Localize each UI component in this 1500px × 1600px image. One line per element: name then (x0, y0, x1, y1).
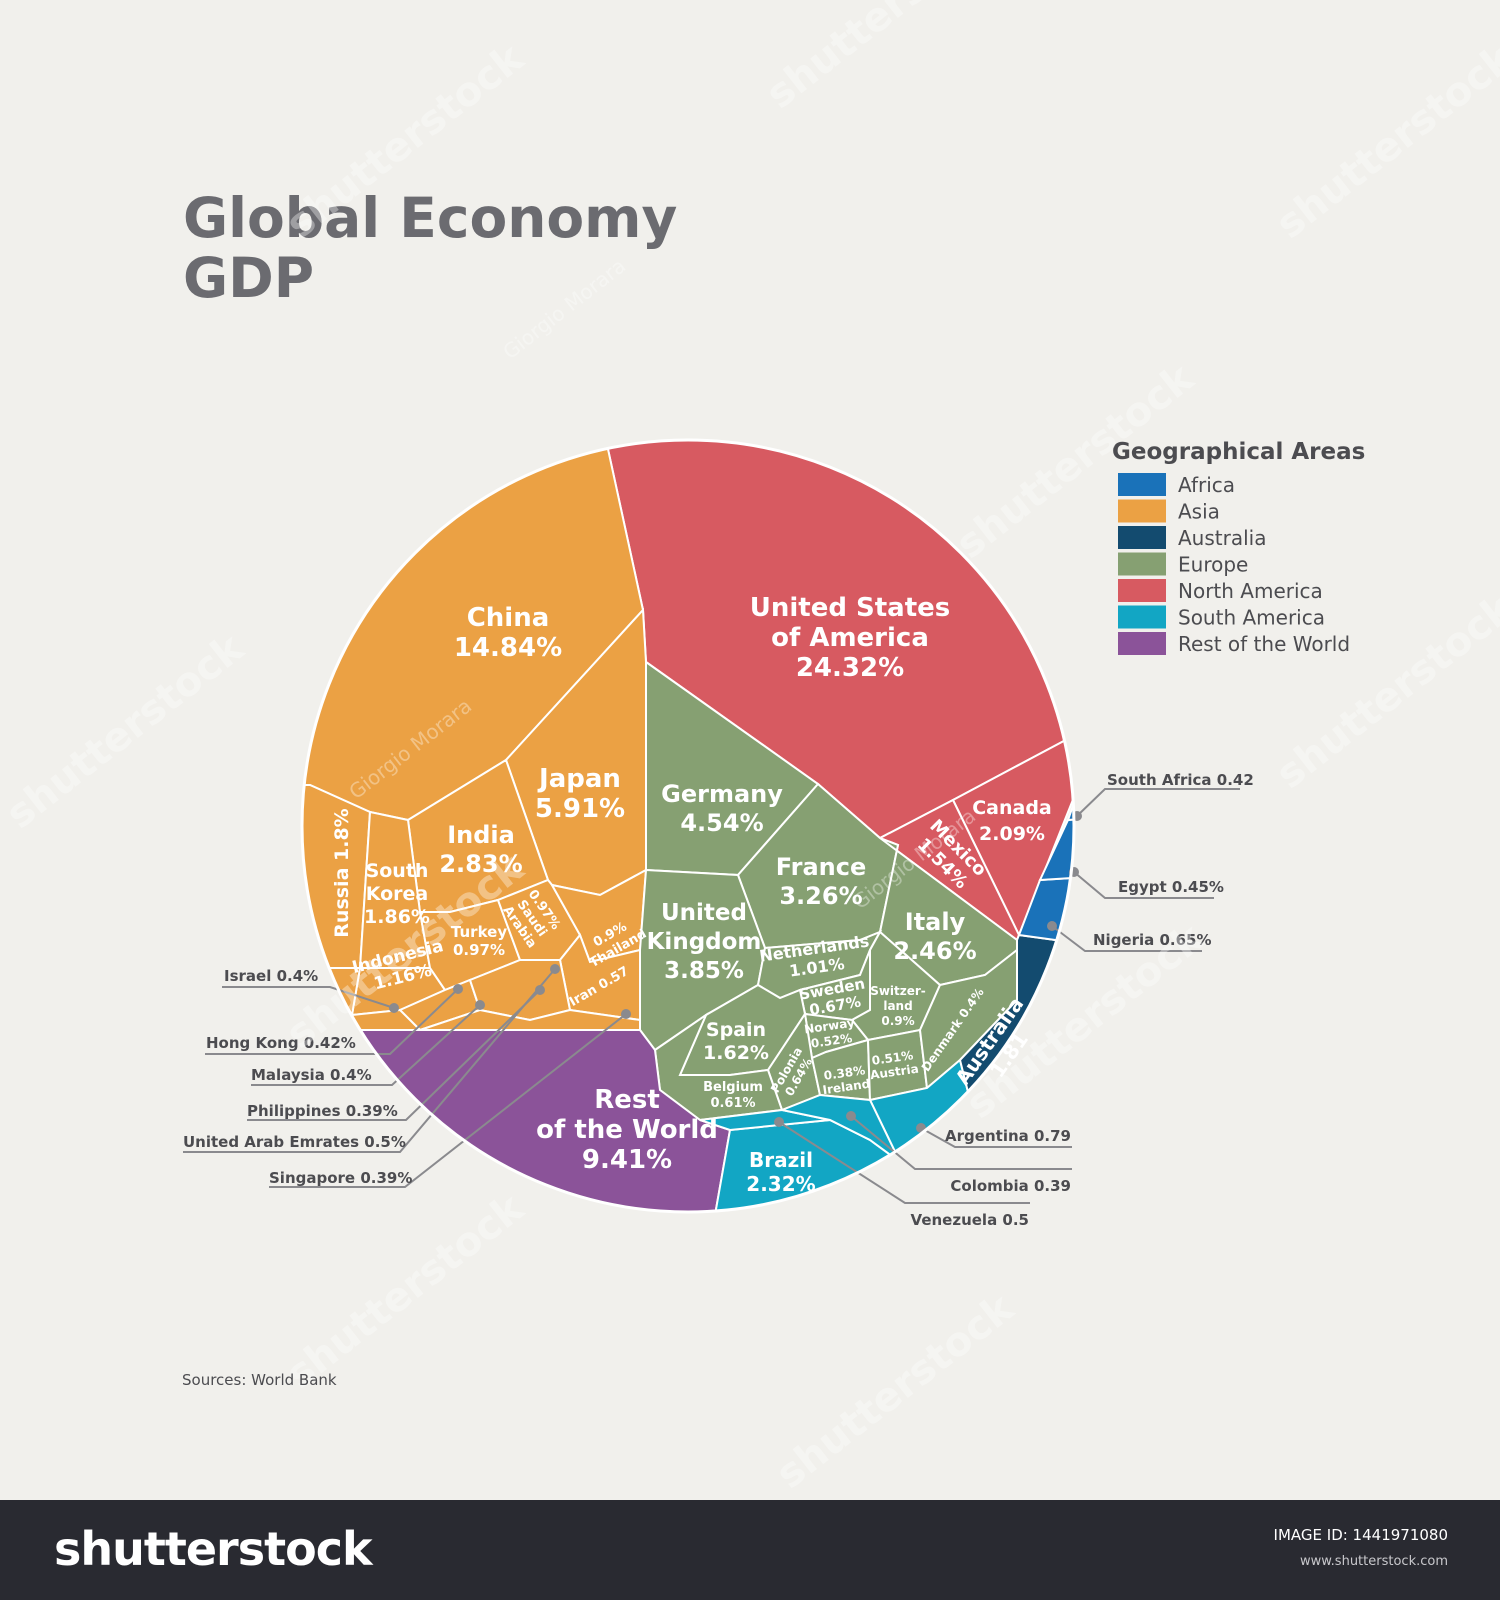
label-united-states: United States of America 24.32% (750, 593, 951, 683)
svg-text:United Arab Emrates 0.5%: United Arab Emrates 0.5% (183, 1133, 406, 1151)
footer-bar: shutterstock IMAGE ID: 1441971080 www.sh… (0, 1500, 1500, 1600)
svg-text:Hong Kong 0.42%: Hong Kong 0.42% (206, 1034, 356, 1052)
callout-nigeria: Nigeria 0.65% (1047, 921, 1212, 952)
footer-image-id: IMAGE ID: 1441971080 (1273, 1526, 1448, 1544)
watermark-shutterstock: shutterstock (768, 1284, 1023, 1498)
label-china: China 14.84% (454, 603, 562, 663)
svg-text:South Africa 0.42: South Africa 0.42 (1107, 771, 1254, 789)
label-spain: Spain 1.62% (703, 1019, 769, 1064)
footer-url[interactable]: www.shutterstock.com (1299, 1554, 1448, 1569)
legend-swatch-asia (1118, 499, 1166, 523)
svg-text:Venezuela 0.5: Venezuela 0.5 (911, 1211, 1029, 1229)
legend-title: Geographical Areas (1112, 439, 1365, 465)
legend-swatch-australia (1118, 526, 1166, 549)
callout-israel: Israel 0.4% (222, 967, 399, 1013)
label-germany: Germany 4.54% (661, 780, 783, 837)
label-india: India 2.83% (439, 821, 522, 878)
svg-text:Argentina 0.79: Argentina 0.79 (945, 1127, 1071, 1145)
voronoi-gdp-chart: United States of America 24.32% China 14.84%… (0, 0, 1500, 1498)
label-austria: 0.51%Austria (867, 1048, 919, 1083)
label-france: France 3.26% (776, 853, 866, 910)
legend-label-australia: Australia (1178, 526, 1266, 550)
svg-text:Malaysia 0.4%: Malaysia 0.4% (251, 1066, 372, 1084)
chart-title-line1: Global Economy (183, 186, 678, 250)
source-note: Sources: World Bank (182, 1371, 337, 1389)
label-brazil: Brazil 2.32% (746, 1148, 815, 1196)
chart-title-line2: GDP (183, 246, 315, 310)
label-switzerland: Switzer-land 0.9% (870, 984, 926, 1028)
label-south-korea: South Korea 1.86% (364, 860, 430, 928)
legend-swatch-north-america (1118, 579, 1166, 602)
legend-label-south-america: South America (1178, 606, 1325, 630)
callout-egypt: Egypt 0.45% (1069, 867, 1224, 899)
callout-philippines: Philippines 0.39% (247, 985, 545, 1121)
label-turkey: Turkey 0.97% (451, 923, 507, 959)
footer-brand-logo[interactable]: shutterstock (54, 1522, 373, 1576)
svg-text:Nigeria 0.65%: Nigeria 0.65% (1093, 931, 1212, 949)
label-japan: Japan 5.91% (535, 764, 625, 824)
watermark-author: Giorgio Morara (498, 254, 630, 364)
callout-argentina: Argentina 0.79 (916, 1123, 1072, 1148)
svg-text:Egypt 0.45%: Egypt 0.45% (1118, 878, 1224, 896)
cell-egypt[interactable] (1038, 808, 1200, 882)
callout-south-africa: South Africa 0.42 (1072, 771, 1254, 821)
label-ireland: 0.38%Ireland (820, 1063, 871, 1097)
label-rest-of-world: Rest of the World 9.41% (536, 1085, 718, 1175)
chart-title: Global Economy GDP (183, 188, 677, 308)
watermark-shutterstock: shutterstock (0, 624, 253, 838)
legend-swatch-south-america (1118, 605, 1166, 629)
legend-label-north-america: North America (1178, 579, 1323, 603)
legend-label-africa: Africa (1178, 473, 1235, 497)
label-canada: Canada 2.09% (972, 797, 1052, 845)
chart-callouts: South Africa 0.42 Egypt 0.45% Nigeria 0.65… (183, 771, 1254, 1229)
legend-swatch-africa (1118, 473, 1166, 496)
label-italy: Italy 2.46% (893, 908, 976, 965)
label-norway: Norway0.52% (803, 1016, 858, 1052)
svg-text:Colombia 0.39: Colombia 0.39 (950, 1177, 1071, 1195)
legend-label-asia: Asia (1178, 500, 1220, 524)
label-russia: Russia 1.8% (331, 808, 353, 937)
watermark-shutterstock: shutterstock (1268, 34, 1500, 248)
legend-swatch-rest-of-the-world (1118, 632, 1166, 655)
legend-label-europe: Europe (1178, 553, 1248, 577)
callout-uae: United Arab Emrates 0.5% (183, 964, 560, 1153)
watermark-shutterstock: shutterstock (278, 34, 533, 248)
watermark-shutterstock: shutterstock (758, 0, 1013, 118)
legend-swatch-europe (1118, 552, 1166, 576)
callout-malaysia: Malaysia 0.4% (251, 1000, 485, 1086)
svg-text:Singapore 0.39%: Singapore 0.39% (269, 1169, 412, 1187)
watermark-shutterstock: shutterstock (278, 1184, 533, 1398)
callout-hong-kong: Hong Kong 0.42% (205, 984, 463, 1055)
chart-outline (300, 438, 1076, 1214)
label-belgium: Belgium 0.61% (703, 1080, 763, 1111)
callout-colombia: Colombia 0.39 (846, 1111, 1072, 1195)
svg-text:Israel 0.4%: Israel 0.4% (224, 967, 318, 985)
label-united-kingdom: United Kingdom 3.85% (647, 900, 762, 984)
legend-label-rest-of-the-world: Rest of the World (1178, 632, 1350, 656)
callout-venezuela: Venezuela 0.5 (774, 1117, 1030, 1229)
svg-text:Philippines 0.39%: Philippines 0.39% (247, 1102, 398, 1120)
callout-singapore: Singapore 0.39% (269, 1009, 631, 1188)
